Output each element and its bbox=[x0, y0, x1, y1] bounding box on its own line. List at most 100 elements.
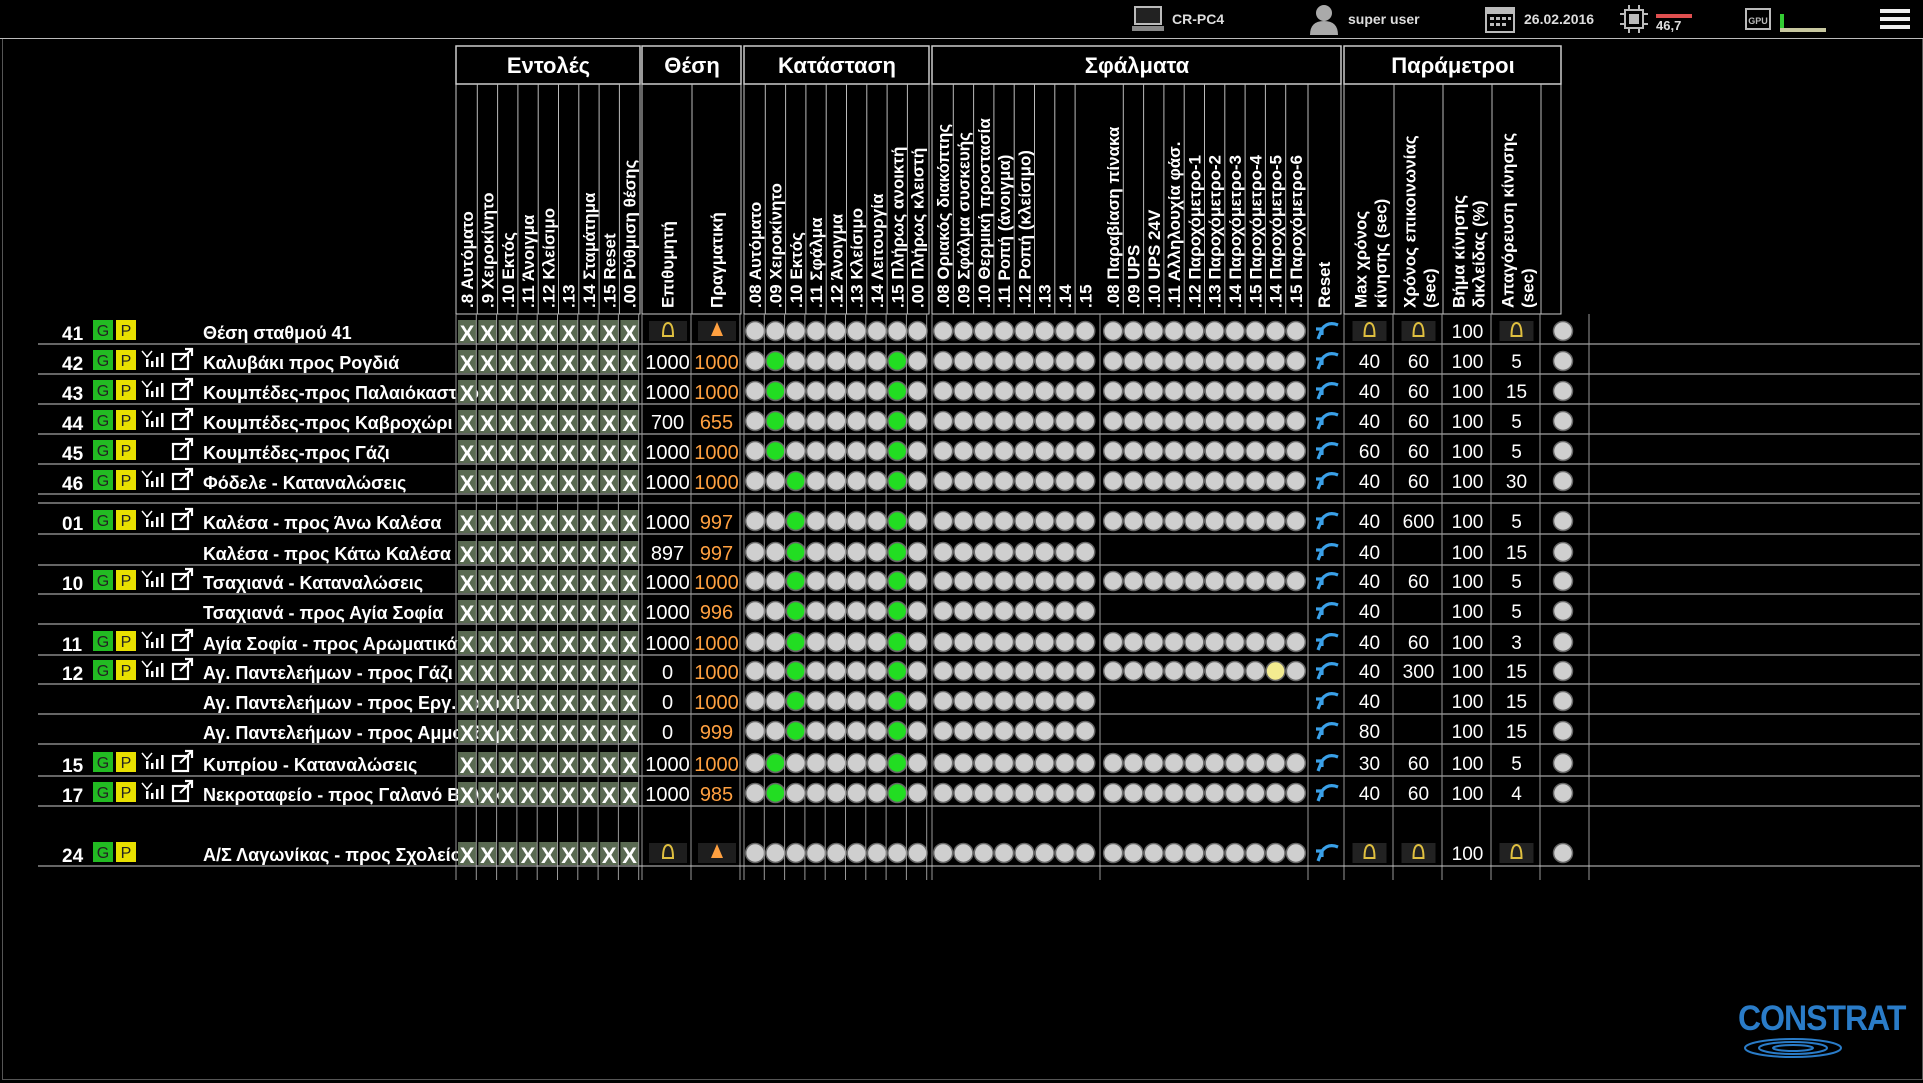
command-cell[interactable] bbox=[620, 600, 639, 623]
command-cell[interactable] bbox=[559, 660, 578, 683]
command-x[interactable]: X bbox=[622, 843, 637, 868]
command-cell[interactable] bbox=[620, 782, 639, 805]
command-cell[interactable] bbox=[559, 380, 578, 403]
command-x[interactable]: X bbox=[541, 511, 556, 536]
command-cell[interactable] bbox=[600, 470, 619, 493]
command-x[interactable]: X bbox=[582, 601, 597, 626]
command-cell[interactable] bbox=[458, 470, 477, 493]
command-x[interactable]: X bbox=[460, 511, 475, 536]
command-x[interactable]: X bbox=[622, 321, 637, 346]
command-cell[interactable] bbox=[539, 320, 558, 343]
command-x[interactable]: X bbox=[541, 411, 556, 436]
command-cell[interactable] bbox=[458, 541, 477, 564]
command-x[interactable]: X bbox=[582, 632, 597, 657]
command-cell[interactable] bbox=[518, 350, 538, 373]
command-cell[interactable] bbox=[458, 440, 477, 463]
command-cell[interactable] bbox=[539, 510, 558, 533]
command-x[interactable]: X bbox=[541, 721, 556, 746]
command-cell[interactable] bbox=[498, 380, 517, 403]
open-link-icon[interactable] bbox=[171, 749, 194, 773]
command-cell[interactable] bbox=[498, 510, 517, 533]
command-cell[interactable] bbox=[498, 752, 517, 775]
command-x[interactable]: X bbox=[500, 511, 515, 536]
reset-icon[interactable] bbox=[1316, 382, 1339, 400]
reset-icon[interactable] bbox=[1316, 512, 1339, 530]
command-x[interactable]: X bbox=[561, 441, 576, 466]
p-badge[interactable] bbox=[116, 380, 136, 400]
command-cell[interactable] bbox=[559, 320, 578, 343]
command-x[interactable]: X bbox=[460, 601, 475, 626]
command-x[interactable]: X bbox=[521, 753, 536, 778]
command-x[interactable]: X bbox=[541, 601, 556, 626]
command-cell[interactable] bbox=[518, 510, 538, 533]
command-x[interactable]: X bbox=[480, 441, 495, 466]
command-cell[interactable] bbox=[620, 660, 639, 683]
command-x[interactable]: X bbox=[500, 601, 515, 626]
command-cell[interactable] bbox=[559, 782, 578, 805]
command-cell[interactable] bbox=[620, 440, 639, 463]
command-x[interactable]: X bbox=[500, 471, 515, 496]
command-x[interactable]: X bbox=[582, 783, 597, 808]
command-x[interactable]: X bbox=[460, 351, 475, 376]
command-x[interactable]: X bbox=[480, 471, 495, 496]
command-cell[interactable] bbox=[518, 410, 538, 433]
command-x[interactable]: X bbox=[561, 351, 576, 376]
command-cell[interactable] bbox=[458, 600, 477, 623]
command-cell[interactable] bbox=[458, 320, 477, 343]
command-cell[interactable] bbox=[559, 440, 578, 463]
command-cell[interactable] bbox=[600, 690, 619, 713]
command-cell[interactable] bbox=[559, 600, 578, 623]
command-cell[interactable] bbox=[518, 631, 538, 654]
command-cell[interactable] bbox=[539, 660, 558, 683]
command-x[interactable]: X bbox=[602, 783, 617, 808]
command-x[interactable]: X bbox=[582, 661, 597, 686]
command-x[interactable]: X bbox=[460, 471, 475, 496]
command-x[interactable]: X bbox=[521, 411, 536, 436]
p-badge[interactable] bbox=[116, 350, 136, 370]
command-cell[interactable] bbox=[539, 570, 558, 593]
command-cell[interactable] bbox=[600, 541, 619, 564]
command-cell[interactable] bbox=[478, 570, 497, 593]
command-x[interactable]: X bbox=[500, 661, 515, 686]
command-x[interactable]: X bbox=[602, 843, 617, 868]
reset-icon[interactable] bbox=[1316, 543, 1339, 561]
command-cell[interactable] bbox=[579, 842, 599, 865]
command-cell[interactable] bbox=[518, 380, 538, 403]
command-x[interactable]: X bbox=[521, 321, 536, 346]
command-cell[interactable] bbox=[600, 510, 619, 533]
command-x[interactable]: X bbox=[521, 511, 536, 536]
command-x[interactable]: X bbox=[561, 721, 576, 746]
command-x[interactable]: X bbox=[582, 721, 597, 746]
command-x[interactable]: X bbox=[622, 753, 637, 778]
command-x[interactable]: X bbox=[460, 571, 475, 596]
command-cell[interactable] bbox=[620, 380, 639, 403]
command-x[interactable]: X bbox=[602, 321, 617, 346]
command-cell[interactable] bbox=[620, 410, 639, 433]
command-x[interactable]: X bbox=[622, 381, 637, 406]
command-cell[interactable] bbox=[600, 440, 619, 463]
command-cell[interactable] bbox=[478, 690, 497, 713]
command-x[interactable]: X bbox=[480, 632, 495, 657]
g-badge[interactable] bbox=[93, 842, 113, 862]
command-cell[interactable] bbox=[518, 842, 538, 865]
command-x[interactable]: X bbox=[521, 843, 536, 868]
command-cell[interactable] bbox=[600, 720, 619, 743]
command-cell[interactable] bbox=[559, 631, 578, 654]
command-x[interactable]: X bbox=[602, 571, 617, 596]
open-link-icon[interactable] bbox=[171, 437, 194, 461]
command-cell[interactable] bbox=[539, 440, 558, 463]
command-cell[interactable] bbox=[579, 320, 599, 343]
command-x[interactable]: X bbox=[480, 511, 495, 536]
command-x[interactable]: X bbox=[561, 843, 576, 868]
command-cell[interactable] bbox=[579, 752, 599, 775]
command-cell[interactable] bbox=[539, 690, 558, 713]
command-cell[interactable] bbox=[498, 320, 517, 343]
command-cell[interactable] bbox=[620, 631, 639, 654]
reset-icon[interactable] bbox=[1316, 722, 1339, 740]
p-badge[interactable] bbox=[116, 570, 136, 590]
command-x[interactable]: X bbox=[460, 441, 475, 466]
command-cell[interactable] bbox=[539, 410, 558, 433]
command-cell[interactable] bbox=[579, 350, 599, 373]
command-x[interactable]: X bbox=[622, 511, 637, 536]
command-cell[interactable] bbox=[579, 440, 599, 463]
